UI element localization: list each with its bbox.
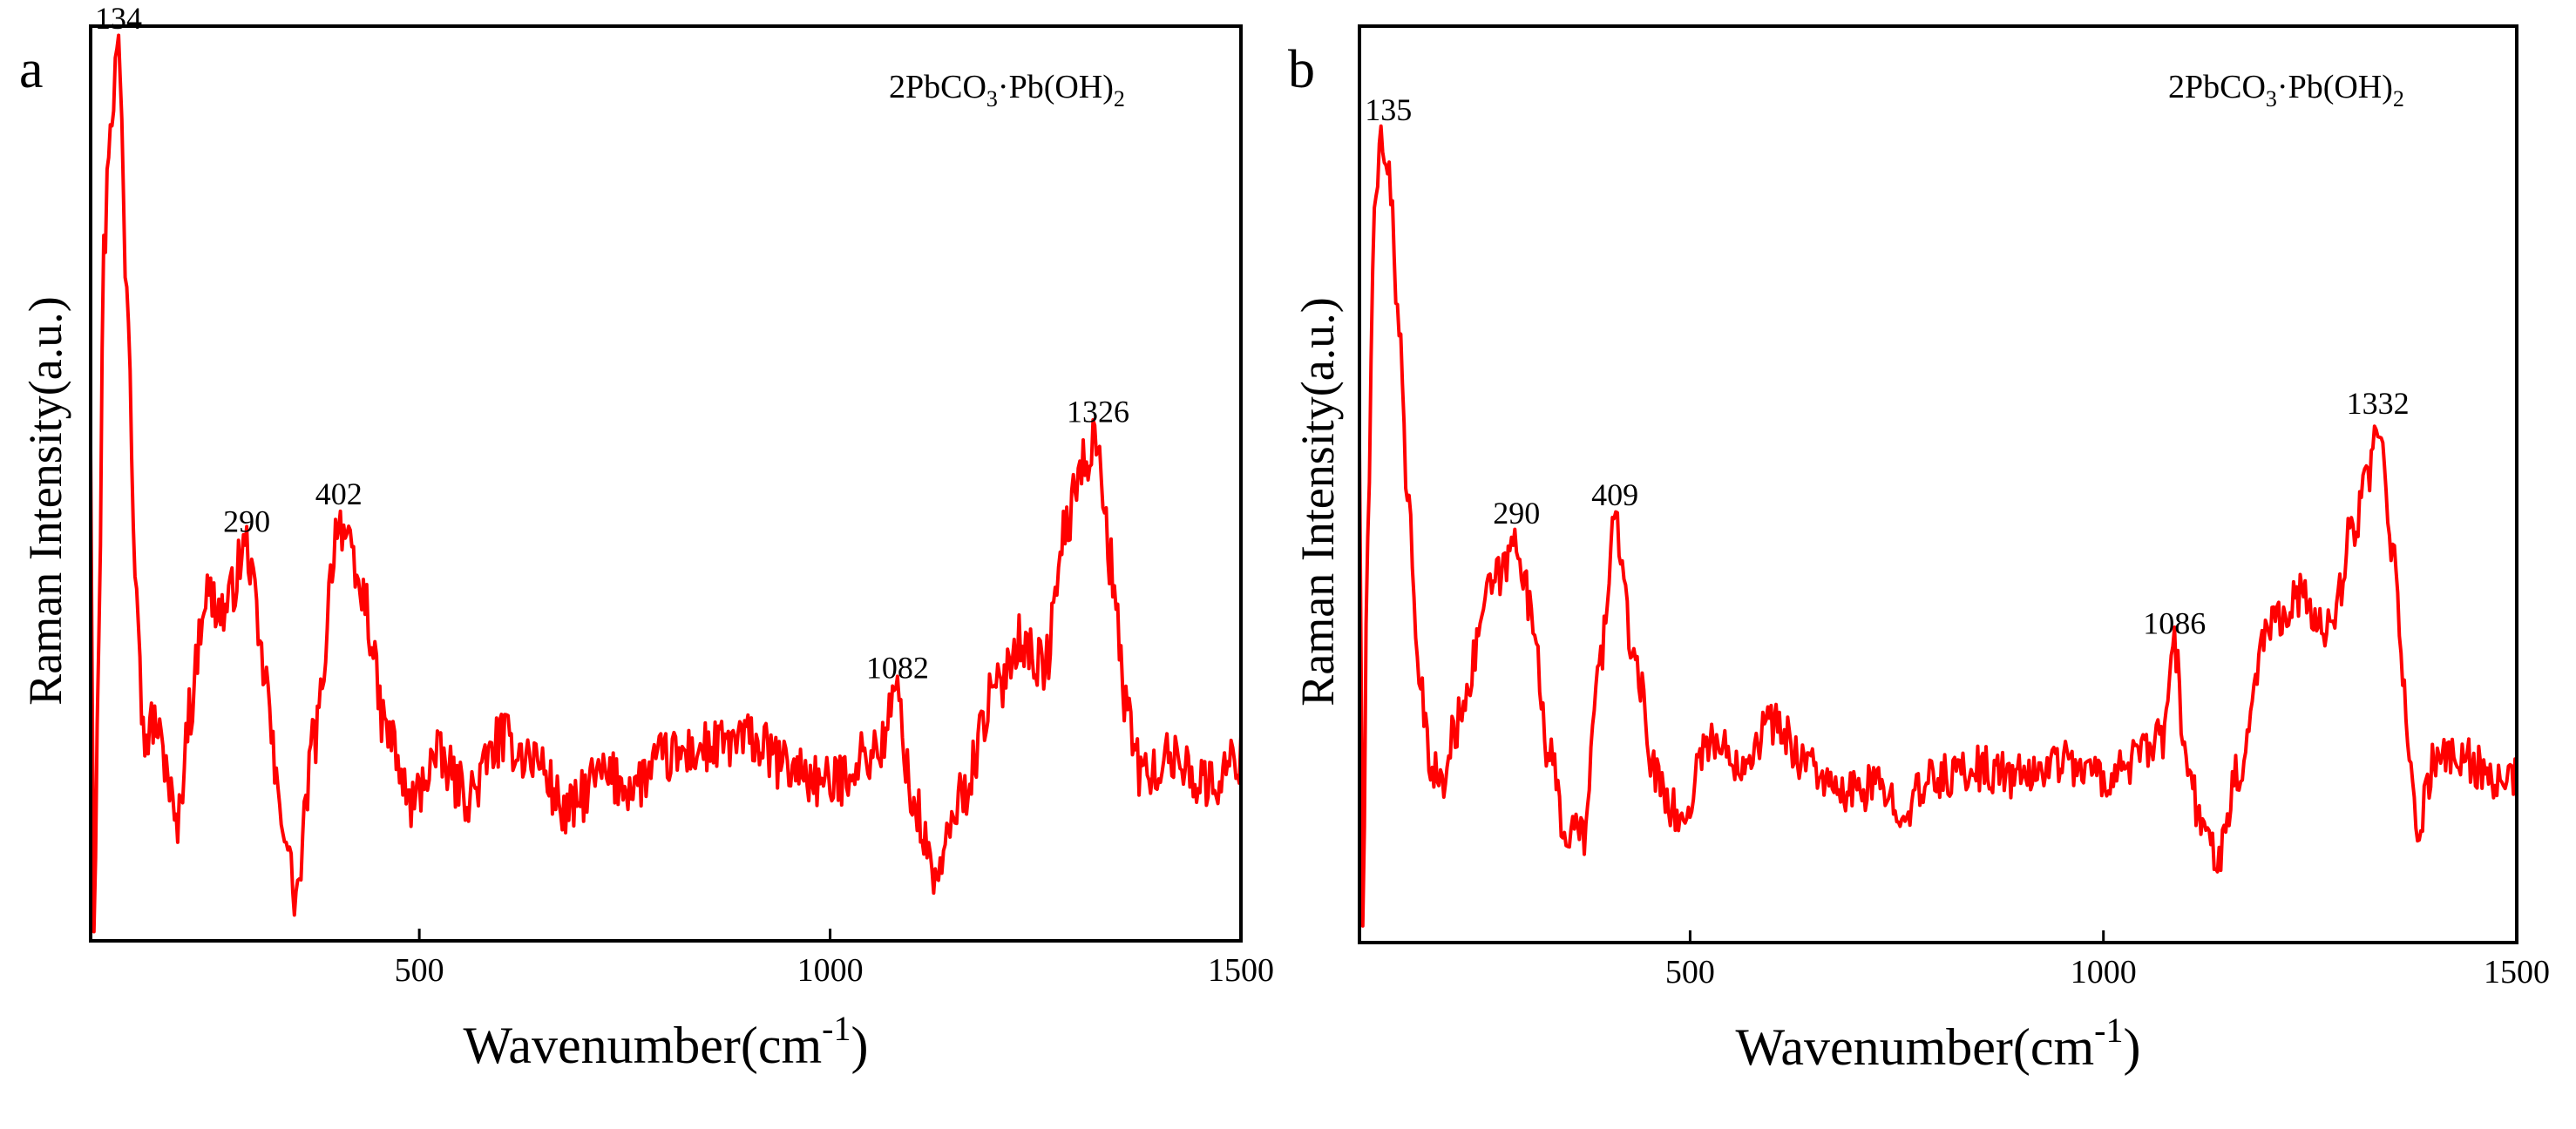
plot-frame <box>1358 24 2518 944</box>
plot-frame <box>89 24 1243 943</box>
peak-label: 1086 <box>2143 605 2206 640</box>
panel-letter: b <box>1288 40 1315 99</box>
peak-label: 134 <box>95 1 142 36</box>
spectrum-line <box>1358 124 2518 928</box>
peak-label: 290 <box>223 504 270 539</box>
x-axis-label: Wavenumber(cm-1) <box>1736 1011 2141 1076</box>
peak-label: 1082 <box>866 651 929 686</box>
x-tick-label: 500 <box>1665 954 1715 990</box>
panel-b: b 500 1000 1500 135 290 409 1086 1332 2PbCO3·Pb(O… <box>1288 0 2576 1129</box>
peak-label: 1326 <box>1067 395 1129 429</box>
y-axis-label: Raman Intensity(a.u.) <box>19 296 71 705</box>
raman-chart-b: b 500 1000 1500 135 290 409 1086 1332 2PbCO3·Pb(O… <box>1288 24 2550 1076</box>
y-axis-label: Raman Intensity(a.u.) <box>1291 297 1344 706</box>
formula-annotation: 2PbCO3·Pb(OH)2 <box>889 69 1125 112</box>
raman-chart-a: a 500 1000 1500 134 290 402 1082 1326 2PbCO3·Pb(O… <box>19 1 1274 1074</box>
x-tick-label: 500 <box>395 952 444 989</box>
peak-label: 402 <box>315 477 363 511</box>
panel-letter: a <box>19 40 44 99</box>
x-tick-label: 1000 <box>797 952 864 989</box>
peak-label: 290 <box>1493 496 1540 531</box>
x-tick-label: 1500 <box>1208 952 1274 989</box>
formula-annotation: 2PbCO3·Pb(OH)2 <box>2168 69 2404 112</box>
panel-a: a 500 1000 1500 134 290 402 1082 1326 2PbCO3·Pb(O… <box>19 1 1274 1074</box>
x-axis-label: Wavenumber(cm-1) <box>464 1009 869 1074</box>
spectrum-line <box>89 33 1243 934</box>
x-tick-label: 1000 <box>2071 954 2137 990</box>
x-tick-label: 1500 <box>2484 954 2550 990</box>
peak-label: 1332 <box>2347 386 2410 421</box>
peak-label: 409 <box>1591 477 1638 512</box>
peak-label: 135 <box>1365 92 1412 127</box>
